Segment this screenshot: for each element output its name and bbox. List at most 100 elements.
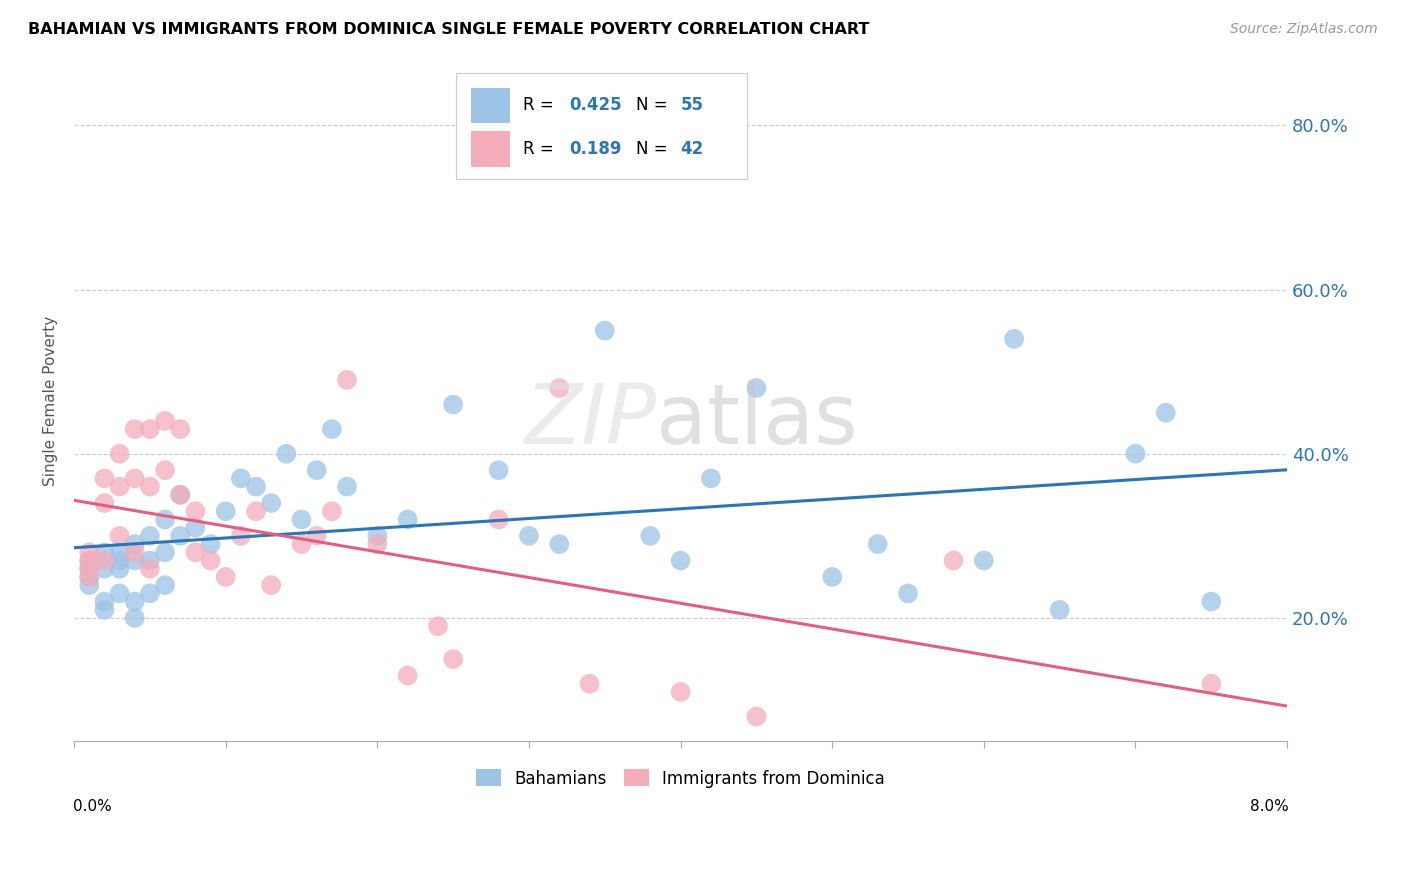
Point bbox=[124, 422, 146, 436]
Point bbox=[897, 586, 920, 600]
Text: atlas: atlas bbox=[657, 380, 858, 461]
Point bbox=[108, 480, 131, 494]
Point bbox=[336, 480, 359, 494]
Point bbox=[245, 480, 267, 494]
Point bbox=[124, 545, 146, 559]
Text: N =: N = bbox=[636, 140, 672, 158]
Point bbox=[153, 545, 176, 559]
Point bbox=[93, 603, 115, 617]
Point bbox=[427, 619, 450, 633]
Point bbox=[77, 562, 100, 576]
Point bbox=[321, 504, 343, 518]
Point bbox=[93, 545, 115, 559]
Point bbox=[866, 537, 889, 551]
Point bbox=[184, 521, 207, 535]
Point bbox=[139, 480, 162, 494]
Point bbox=[488, 463, 510, 477]
Text: 55: 55 bbox=[681, 96, 703, 114]
Point bbox=[305, 463, 328, 477]
Text: BAHAMIAN VS IMMIGRANTS FROM DOMINICA SINGLE FEMALE POVERTY CORRELATION CHART: BAHAMIAN VS IMMIGRANTS FROM DOMINICA SIN… bbox=[28, 22, 869, 37]
Point bbox=[108, 586, 131, 600]
Point bbox=[139, 422, 162, 436]
Point bbox=[276, 447, 298, 461]
Point bbox=[77, 570, 100, 584]
Point bbox=[290, 537, 312, 551]
Point bbox=[1201, 594, 1223, 608]
Point bbox=[578, 676, 600, 690]
Point bbox=[77, 545, 100, 559]
Point bbox=[1125, 447, 1147, 461]
Point bbox=[200, 537, 222, 551]
Point bbox=[669, 553, 692, 567]
Point bbox=[93, 471, 115, 485]
Point bbox=[169, 488, 191, 502]
Point bbox=[77, 562, 100, 576]
Point bbox=[139, 586, 162, 600]
Point bbox=[124, 471, 146, 485]
Point bbox=[229, 471, 252, 485]
Point bbox=[215, 504, 238, 518]
Point bbox=[200, 553, 222, 567]
Text: R =: R = bbox=[523, 140, 560, 158]
Bar bbox=[471, 87, 509, 123]
Point bbox=[124, 611, 146, 625]
Point bbox=[1002, 332, 1025, 346]
Text: 8.0%: 8.0% bbox=[1250, 799, 1288, 814]
Text: 0.0%: 0.0% bbox=[73, 799, 111, 814]
Point bbox=[441, 397, 464, 411]
Point bbox=[153, 414, 176, 428]
Point bbox=[396, 512, 419, 526]
Point bbox=[260, 578, 283, 592]
Point bbox=[93, 594, 115, 608]
Point bbox=[108, 447, 131, 461]
Point bbox=[290, 512, 312, 526]
Point bbox=[245, 504, 267, 518]
Point bbox=[745, 381, 768, 395]
Point bbox=[638, 529, 661, 543]
Point bbox=[700, 471, 723, 485]
Point bbox=[169, 529, 191, 543]
Point bbox=[669, 685, 692, 699]
Text: ZIP: ZIP bbox=[524, 380, 657, 461]
Point bbox=[93, 496, 115, 510]
Text: 0.189: 0.189 bbox=[569, 140, 621, 158]
Point bbox=[124, 594, 146, 608]
Point bbox=[77, 553, 100, 567]
Text: 0.425: 0.425 bbox=[569, 96, 621, 114]
Text: N =: N = bbox=[636, 96, 672, 114]
Point bbox=[305, 529, 328, 543]
Point bbox=[169, 488, 191, 502]
Point bbox=[366, 537, 388, 551]
Point bbox=[153, 512, 176, 526]
Point bbox=[942, 553, 965, 567]
Point bbox=[1049, 603, 1071, 617]
Point bbox=[184, 504, 207, 518]
Point bbox=[139, 529, 162, 543]
Point bbox=[108, 529, 131, 543]
Point bbox=[396, 668, 419, 682]
Point bbox=[745, 709, 768, 723]
Point bbox=[124, 553, 146, 567]
Point bbox=[124, 537, 146, 551]
Point bbox=[215, 570, 238, 584]
Point bbox=[229, 529, 252, 543]
Point bbox=[77, 570, 100, 584]
Legend: Bahamians, Immigrants from Dominica: Bahamians, Immigrants from Dominica bbox=[470, 763, 891, 794]
Point bbox=[973, 553, 995, 567]
Point bbox=[153, 578, 176, 592]
Point bbox=[93, 553, 115, 567]
Point bbox=[336, 373, 359, 387]
Text: 42: 42 bbox=[681, 140, 704, 158]
Point bbox=[548, 537, 571, 551]
Point bbox=[488, 512, 510, 526]
Point bbox=[517, 529, 540, 543]
Point bbox=[366, 529, 388, 543]
Point bbox=[153, 463, 176, 477]
Point bbox=[321, 422, 343, 436]
Point bbox=[139, 553, 162, 567]
Point bbox=[77, 578, 100, 592]
Point bbox=[108, 562, 131, 576]
Point bbox=[548, 381, 571, 395]
Point bbox=[108, 545, 131, 559]
Point bbox=[169, 422, 191, 436]
